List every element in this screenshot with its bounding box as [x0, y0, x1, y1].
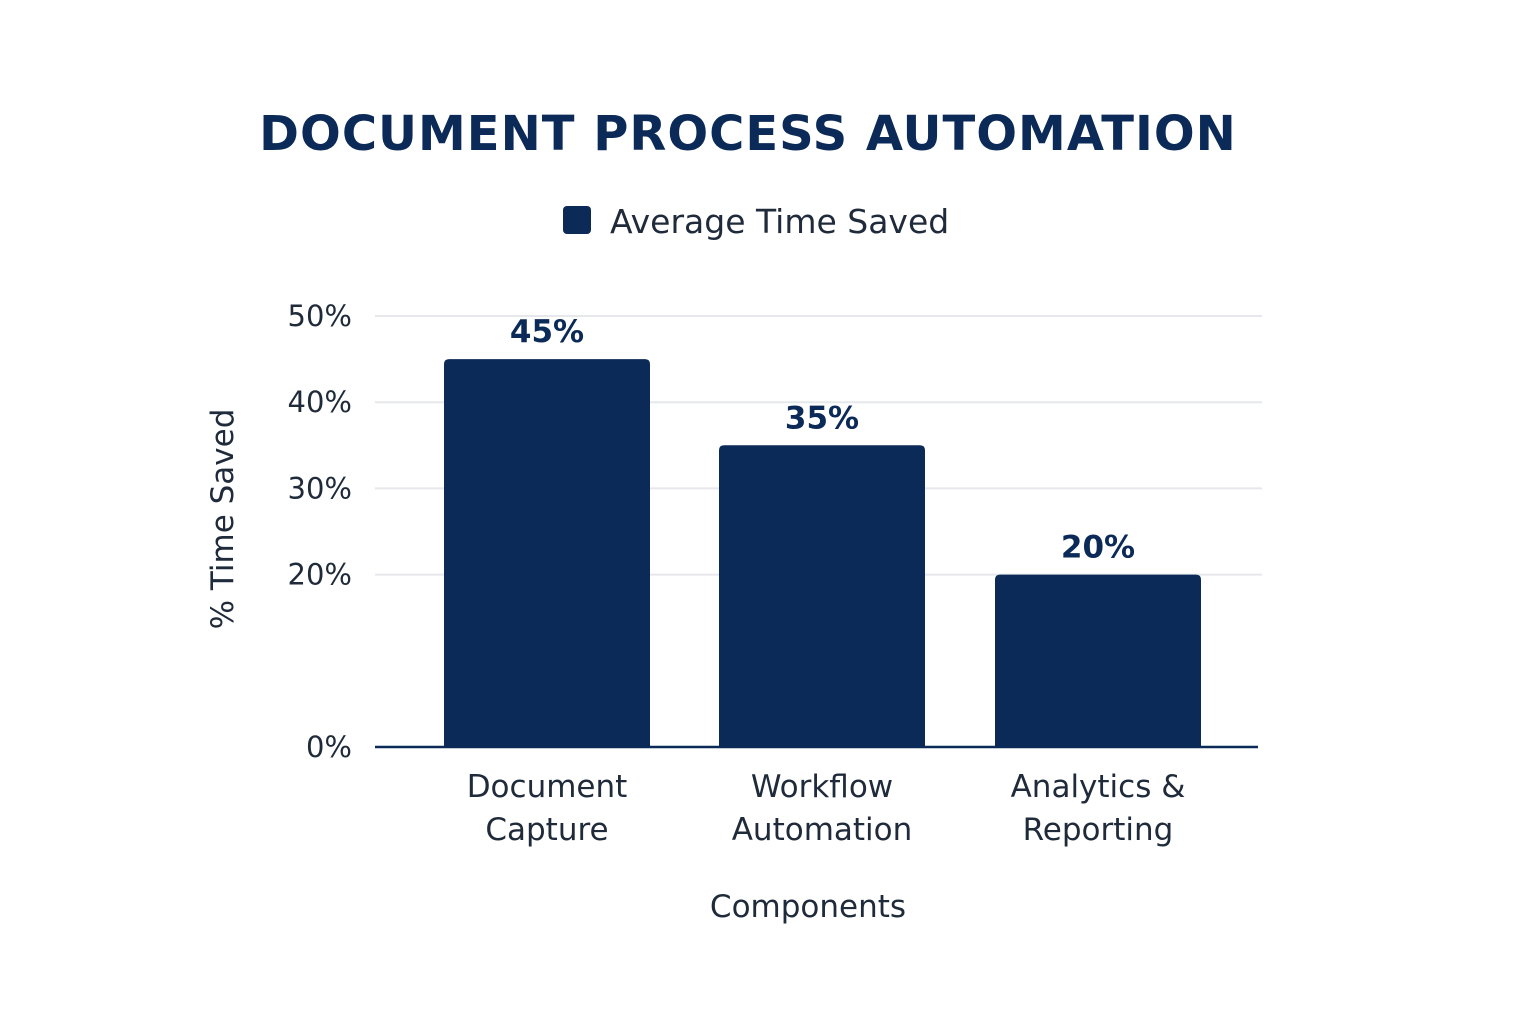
- y-tick-label: 50%: [288, 299, 352, 333]
- bar: [719, 445, 925, 747]
- bar-value-label: 45%: [510, 314, 584, 350]
- bar-value-label: 35%: [785, 400, 859, 436]
- y-axis-ticks: 0% 20% 30% 40% 50%: [288, 299, 352, 764]
- bar-value-label: 20%: [1061, 530, 1135, 566]
- y-tick-label: 0%: [306, 730, 352, 764]
- legend-swatch: [563, 206, 591, 234]
- x-axis-title: Components: [710, 889, 906, 925]
- legend: Average Time Saved: [563, 202, 949, 241]
- x-category-label: Workflow Automation: [732, 769, 913, 848]
- chart-title: DOCUMENT PROCESS AUTOMATION: [259, 106, 1237, 162]
- y-tick-label: 40%: [288, 385, 352, 419]
- x-axis-categories: Document Capture Workflow Automation Analyti…: [467, 769, 1186, 848]
- bar: [995, 575, 1201, 747]
- x-category-label: Analytics & Reporting: [1011, 769, 1186, 848]
- bar: [444, 359, 650, 747]
- x-category-label: Document Capture: [467, 769, 628, 848]
- y-tick-label: 20%: [288, 558, 352, 592]
- legend-label: Average Time Saved: [610, 202, 949, 241]
- y-tick-label: 30%: [288, 471, 352, 505]
- y-axis-title: % Time Saved: [205, 409, 241, 630]
